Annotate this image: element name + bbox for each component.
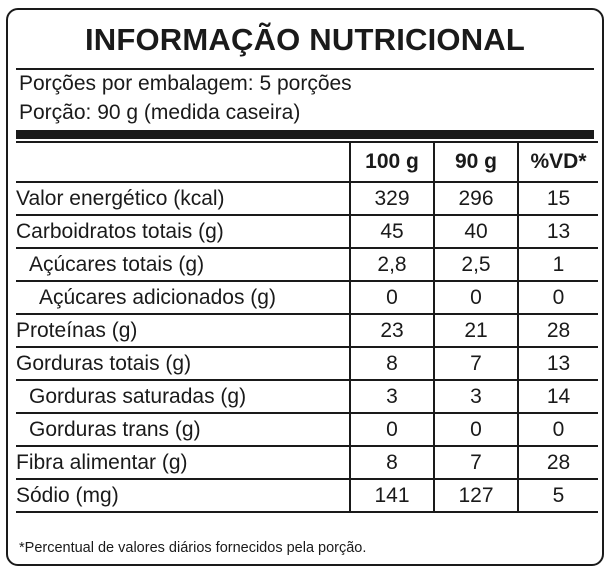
nutrient-name: Açúcares adicionados (g) <box>16 280 351 315</box>
nutrition-table: 100 g 90 g %VD* Valor energético (kcal) … <box>16 141 598 513</box>
value-100g: 2,8 <box>349 247 435 282</box>
panel-title: INFORMAÇÃO NUTRICIONAL <box>84 22 526 57</box>
table-row: Gorduras trans (g) 0 0 0 <box>16 412 598 447</box>
header-100g: 100 g <box>349 141 435 183</box>
value-90g: 0 <box>433 412 519 447</box>
table-row: Gorduras totais (g) 8 7 13 <box>16 346 598 381</box>
value-vd: 0 <box>517 412 598 447</box>
value-vd: 13 <box>517 346 598 381</box>
nutrient-name: Sódio (mg) <box>16 478 351 513</box>
header-vd: %VD* <box>517 141 598 183</box>
table-row: Açúcares adicionados (g) 0 0 0 <box>16 280 598 315</box>
footnote: *Percentual de valores diários fornecido… <box>19 540 367 556</box>
value-vd: 0 <box>517 280 598 315</box>
value-vd: 13 <box>517 214 598 249</box>
table-header-row: 100 g 90 g %VD* <box>16 141 598 183</box>
value-100g: 8 <box>349 445 435 480</box>
value-90g: 21 <box>433 313 519 348</box>
value-vd: 14 <box>517 379 598 414</box>
value-vd: 1 <box>517 247 598 282</box>
value-90g: 3 <box>433 379 519 414</box>
value-vd: 28 <box>517 445 598 480</box>
value-90g: 127 <box>433 478 519 513</box>
value-100g: 0 <box>349 412 435 447</box>
nutrient-name: Gorduras totais (g) <box>16 346 351 381</box>
serving-size: Porção: 90 g (medida caseira) <box>19 101 301 124</box>
value-90g: 7 <box>433 346 519 381</box>
value-vd: 28 <box>517 313 598 348</box>
value-90g: 296 <box>433 181 519 216</box>
nutrient-name: Proteínas (g) <box>16 313 351 348</box>
value-90g: 40 <box>433 214 519 249</box>
nutrient-name: Valor energético (kcal) <box>16 181 351 216</box>
divider <box>16 68 594 70</box>
nutrient-name: Carboidratos totais (g) <box>16 214 351 249</box>
value-100g: 3 <box>349 379 435 414</box>
value-90g: 7 <box>433 445 519 480</box>
value-100g: 8 <box>349 346 435 381</box>
header-90g: 90 g <box>433 141 519 183</box>
nutrient-name: Gorduras trans (g) <box>16 412 351 447</box>
table-row: Carboidratos totais (g) 45 40 13 <box>16 214 598 249</box>
table-row: Gorduras saturadas (g) 3 3 14 <box>16 379 598 414</box>
value-100g: 45 <box>349 214 435 249</box>
table-row: Fibra alimentar (g) 8 7 28 <box>16 445 598 480</box>
value-vd: 5 <box>517 478 598 513</box>
table-row: Proteínas (g) 23 21 28 <box>16 313 598 348</box>
value-vd: 15 <box>517 181 598 216</box>
value-100g: 141 <box>349 478 435 513</box>
value-100g: 329 <box>349 181 435 216</box>
value-90g: 0 <box>433 280 519 315</box>
nutrition-facts-panel: INFORMAÇÃO NUTRICIONAL Porções por embal… <box>6 8 604 566</box>
header-empty <box>16 141 351 183</box>
table-row: Açúcares totais (g) 2,8 2,5 1 <box>16 247 598 282</box>
thick-divider <box>16 130 594 139</box>
value-100g: 23 <box>349 313 435 348</box>
nutrient-name: Açúcares totais (g) <box>16 247 351 282</box>
value-90g: 2,5 <box>433 247 519 282</box>
table-row: Sódio (mg) 141 127 5 <box>16 478 598 513</box>
nutrient-name: Fibra alimentar (g) <box>16 445 351 480</box>
nutrient-name: Gorduras saturadas (g) <box>16 379 351 414</box>
table-row: Valor energético (kcal) 329 296 15 <box>16 181 598 216</box>
value-100g: 0 <box>349 280 435 315</box>
servings-per-package: Porções por embalagem: 5 porções <box>19 72 352 95</box>
